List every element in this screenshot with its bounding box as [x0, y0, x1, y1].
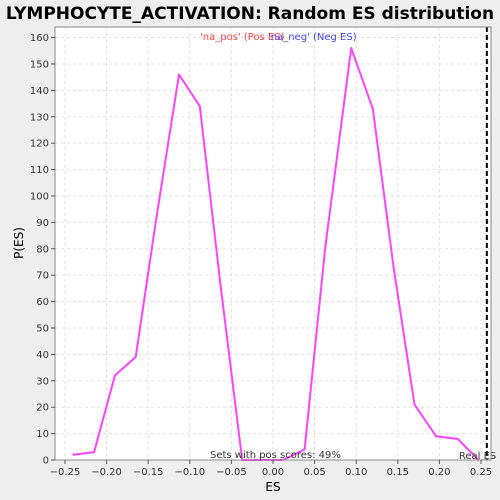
data-point: [350, 47, 352, 49]
data-point: [435, 435, 437, 437]
y-tick-label: 150: [30, 59, 49, 70]
y-tick-label: 140: [30, 86, 49, 97]
pos-scores-annotation: Sets with pos scores: 49%: [210, 450, 341, 461]
x-tick-label: 0.15: [387, 467, 409, 478]
y-tick-label: 100: [30, 191, 49, 202]
y-tick-label: 80: [36, 244, 49, 255]
y-tick-label: 60: [36, 297, 49, 308]
x-tick-label: 0.20: [428, 467, 450, 478]
y-tick-label: 90: [36, 218, 49, 229]
y-tick-label: 40: [36, 350, 49, 361]
x-tick-label: 0.25: [470, 467, 492, 478]
y-tick-label: 110: [30, 165, 49, 176]
data-point: [178, 74, 180, 76]
y-tick-label: 10: [36, 429, 49, 440]
y-tick-label: 160: [30, 33, 49, 44]
chart-title: LYMPHOCYTE_ACTIVATION: Random ES distrib…: [6, 4, 494, 24]
data-point: [72, 454, 74, 456]
y-axis-label: P(ES): [12, 227, 26, 259]
data-point: [114, 375, 116, 377]
data-point: [156, 216, 158, 218]
data-point: [372, 108, 374, 110]
x-tick-label: −0.05: [216, 467, 247, 478]
y-tick-label: 30: [36, 376, 49, 387]
data-point: [457, 438, 459, 440]
y-tick-label: 20: [36, 403, 49, 414]
x-tick-label: 0.00: [262, 467, 284, 478]
x-tick-label: −0.25: [50, 467, 81, 478]
data-point: [199, 105, 201, 107]
x-axis-label: ES: [265, 480, 280, 494]
x-tick-label: −0.20: [91, 467, 122, 478]
x-tick-label: −0.15: [133, 467, 164, 478]
x-tick-label: −0.10: [174, 467, 205, 478]
y-tick-label: 130: [30, 112, 49, 123]
y-tick-label: 70: [36, 271, 49, 282]
data-point: [220, 285, 222, 287]
data-point: [324, 245, 326, 247]
data-point: [93, 451, 95, 453]
y-tick-label: 0: [43, 456, 49, 467]
x-tick-label: 0.10: [345, 467, 367, 478]
x-tick-label: 0.05: [303, 467, 325, 478]
data-point: [135, 356, 137, 358]
y-tick-label: 50: [36, 323, 49, 334]
data-point: [413, 404, 415, 406]
y-tick-label: 120: [30, 139, 49, 150]
data-point: [393, 266, 395, 268]
legend-neg-label: 'na_neg' (Neg ES): [268, 32, 357, 43]
